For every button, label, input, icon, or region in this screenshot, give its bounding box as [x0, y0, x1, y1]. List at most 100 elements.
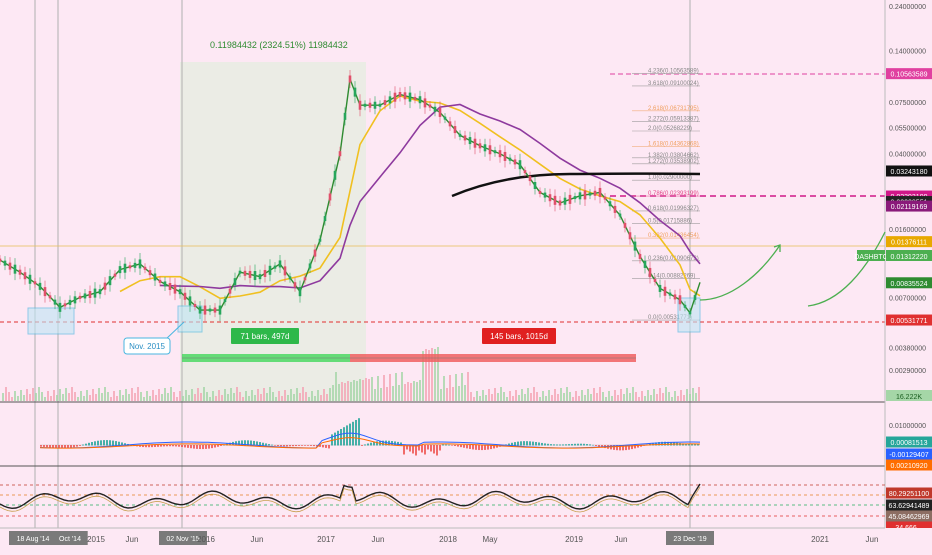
candle-body	[558, 200, 562, 206]
volume-bar	[239, 392, 241, 401]
macd-histogram-bar	[262, 442, 264, 446]
macd-histogram-bar	[652, 442, 654, 446]
candle-body	[78, 295, 82, 299]
volume-bar	[314, 396, 316, 401]
volume-bar	[482, 390, 484, 401]
time-tag-label: 23 Dec '19	[673, 536, 706, 543]
macd-histogram-bar	[493, 445, 495, 449]
volume-bar	[203, 387, 205, 401]
volume-bar	[152, 390, 154, 401]
candle-body	[623, 222, 627, 228]
macd-histogram-bar	[415, 445, 417, 456]
candle-body	[383, 100, 387, 106]
candle-body	[68, 299, 72, 305]
volume-bar	[452, 387, 454, 401]
macd-tag	[886, 436, 932, 448]
candle-body	[628, 232, 632, 240]
candle-body	[523, 170, 527, 174]
volume-bar	[404, 384, 406, 401]
candle-body	[438, 107, 442, 117]
macd-histogram-bar	[343, 427, 345, 446]
candle-body	[58, 302, 62, 312]
volume-bar	[134, 393, 136, 401]
volume-bar	[518, 395, 520, 401]
volume-bar	[359, 379, 361, 401]
volume-bar	[221, 395, 223, 401]
volume-bar	[257, 389, 259, 401]
bars-label-red: 145 bars, 1015d	[490, 332, 548, 341]
time-tag-label: 02 Nov '15	[166, 536, 199, 543]
candle-body	[673, 294, 677, 300]
x-tick-label: Jun	[866, 535, 879, 544]
x-tick-label: Jun	[126, 535, 139, 544]
rsi-tag	[886, 510, 932, 522]
candle-body	[98, 289, 102, 295]
volume-bar	[143, 397, 145, 401]
y-tick-label: 0.01600000	[889, 227, 926, 234]
candle-body	[178, 289, 182, 295]
volume-bar	[332, 385, 334, 401]
candle-body	[643, 260, 647, 268]
volume-bar	[320, 395, 322, 401]
volume-bar	[449, 375, 451, 401]
volume-bar	[212, 391, 214, 401]
macd-histogram-bar	[691, 444, 693, 446]
macd-histogram-bar	[142, 445, 144, 448]
macd-histogram-bar	[397, 441, 399, 446]
fib-level-label: 0.0(0.00531771)	[648, 315, 692, 321]
volume-bar	[650, 395, 652, 401]
volume-bar	[590, 394, 592, 401]
volume-bar	[374, 389, 376, 401]
candle-body	[243, 270, 247, 276]
macd-histogram-bar	[355, 420, 357, 446]
volume-bar	[266, 393, 268, 401]
price-tag-label: 0.02119169	[891, 204, 928, 211]
macd-histogram-bar	[163, 445, 165, 447]
fib-level-label: 1.0(0.02900000)	[648, 175, 692, 181]
volume-bar	[632, 387, 634, 401]
candle-body	[423, 98, 427, 108]
candle-body	[293, 282, 297, 288]
candle-body	[258, 274, 262, 280]
macd-histogram-bar	[328, 445, 330, 449]
volume-bar	[71, 387, 73, 401]
candle-body	[253, 271, 257, 281]
macd-histogram-bar	[409, 445, 411, 452]
volume-bar	[206, 392, 208, 401]
macd-histogram-bar	[316, 445, 318, 447]
x-tick-label: 2016	[197, 535, 215, 544]
volume-bar	[512, 396, 514, 401]
x-tick-label: 2015	[87, 535, 105, 544]
volume-bar	[689, 394, 691, 401]
volume-bar	[269, 387, 271, 401]
macd-histogram-bar	[511, 442, 513, 446]
volume-bar	[605, 397, 607, 401]
macd-histogram-bar	[571, 443, 573, 446]
volume-bar	[275, 397, 277, 401]
projection-arrow	[699, 244, 781, 301]
macd-histogram-bar	[265, 443, 267, 446]
macd-histogram-bar	[487, 445, 489, 450]
volume-bar	[596, 393, 598, 401]
volume-bar	[227, 394, 229, 401]
macd-histogram-bar	[220, 445, 222, 446]
volume-bar	[422, 351, 424, 401]
volume-bar	[329, 388, 331, 401]
candle-body	[153, 273, 157, 281]
volume-bar	[515, 390, 517, 401]
rsi-tag-label: 45.08462969	[889, 514, 930, 521]
macd-histogram-bar	[325, 445, 327, 448]
volume-bar	[56, 395, 58, 401]
ma-100-line	[159, 103, 701, 290]
macd-histogram-bar	[478, 445, 480, 451]
volume-bar	[20, 390, 22, 401]
candle-body	[648, 267, 652, 277]
macd-histogram-bar	[169, 445, 171, 447]
fib-level-label: 0.236(0.01090673)	[648, 256, 699, 262]
macd-histogram-bar	[256, 441, 258, 446]
projection-arrow	[807, 231, 886, 307]
candle-body	[403, 92, 407, 100]
macd-histogram-bar	[658, 442, 660, 446]
time-tag	[159, 531, 207, 545]
